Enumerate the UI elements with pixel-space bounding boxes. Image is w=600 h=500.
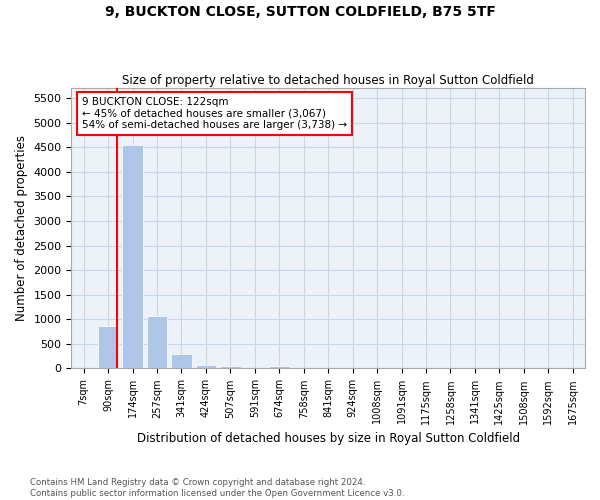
Bar xyxy=(98,326,118,368)
Title: Size of property relative to detached houses in Royal Sutton Coldfield: Size of property relative to detached ho… xyxy=(122,74,534,87)
Text: 9, BUCKTON CLOSE, SUTTON COLDFIELD, B75 5TF: 9, BUCKTON CLOSE, SUTTON COLDFIELD, B75 … xyxy=(104,5,496,19)
Bar xyxy=(196,364,217,368)
Bar xyxy=(146,316,167,368)
Y-axis label: Number of detached properties: Number of detached properties xyxy=(15,136,28,322)
X-axis label: Distribution of detached houses by size in Royal Sutton Coldfield: Distribution of detached houses by size … xyxy=(137,432,520,445)
Bar xyxy=(220,366,241,368)
Bar xyxy=(171,354,192,368)
Bar xyxy=(122,144,143,368)
Text: Contains HM Land Registry data © Crown copyright and database right 2024.
Contai: Contains HM Land Registry data © Crown c… xyxy=(30,478,404,498)
Bar xyxy=(269,366,290,368)
Text: 9 BUCKTON CLOSE: 122sqm
← 45% of detached houses are smaller (3,067)
54% of semi: 9 BUCKTON CLOSE: 122sqm ← 45% of detache… xyxy=(82,97,347,130)
